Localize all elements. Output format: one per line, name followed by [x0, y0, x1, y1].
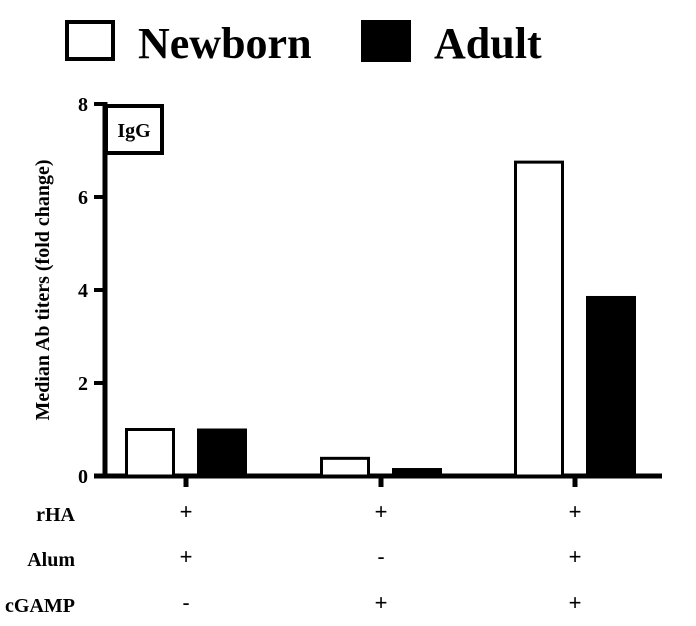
y-tick-label: 2	[78, 373, 88, 395]
condition-cell: +	[180, 544, 193, 569]
bar-newborn	[514, 160, 564, 478]
y-axis-label: Median Ab titers (fold change)	[32, 159, 54, 420]
y-tick-label: 8	[78, 94, 88, 116]
bar-adult	[586, 295, 636, 476]
condition-cell: +	[569, 499, 582, 524]
y-ticks: 0 2 4 6 8	[78, 94, 105, 488]
condition-cell: +	[375, 499, 388, 524]
condition-cell: -	[377, 544, 384, 569]
x-ticks	[183, 476, 578, 487]
legend-swatch-adult	[361, 20, 411, 62]
panel-tag-text: IgG	[117, 120, 151, 142]
y-tick-label: 6	[78, 187, 88, 209]
panel-tag-box	[104, 104, 164, 155]
panel-tag: IgG	[104, 104, 164, 155]
condition-row-label: cGAMP	[5, 595, 75, 617]
condition-cell: +	[180, 499, 193, 524]
bar-adult	[197, 428, 247, 476]
legend-label-adult: Adult	[434, 19, 542, 68]
bar-adult	[392, 468, 442, 476]
legend-label-newborn: Newborn	[138, 19, 312, 68]
condition-row-label: Alum	[27, 549, 75, 571]
condition-cell: +	[375, 590, 388, 615]
legend-swatch-newborn	[65, 20, 115, 61]
condition-cell: +	[569, 590, 582, 615]
bar-newborn	[320, 456, 370, 478]
y-tick-label: 4	[78, 280, 88, 302]
bars	[125, 160, 636, 478]
condition-row-label: rHA	[36, 504, 75, 526]
condition-cell: -	[182, 590, 189, 615]
legend: Newborn Adult	[65, 19, 542, 68]
condition-cell: +	[569, 544, 582, 569]
y-tick-label: 0	[78, 466, 88, 488]
condition-table: rHA + + + Alum + - + cGAMP - + +	[5, 499, 581, 617]
bar-newborn	[125, 428, 175, 478]
